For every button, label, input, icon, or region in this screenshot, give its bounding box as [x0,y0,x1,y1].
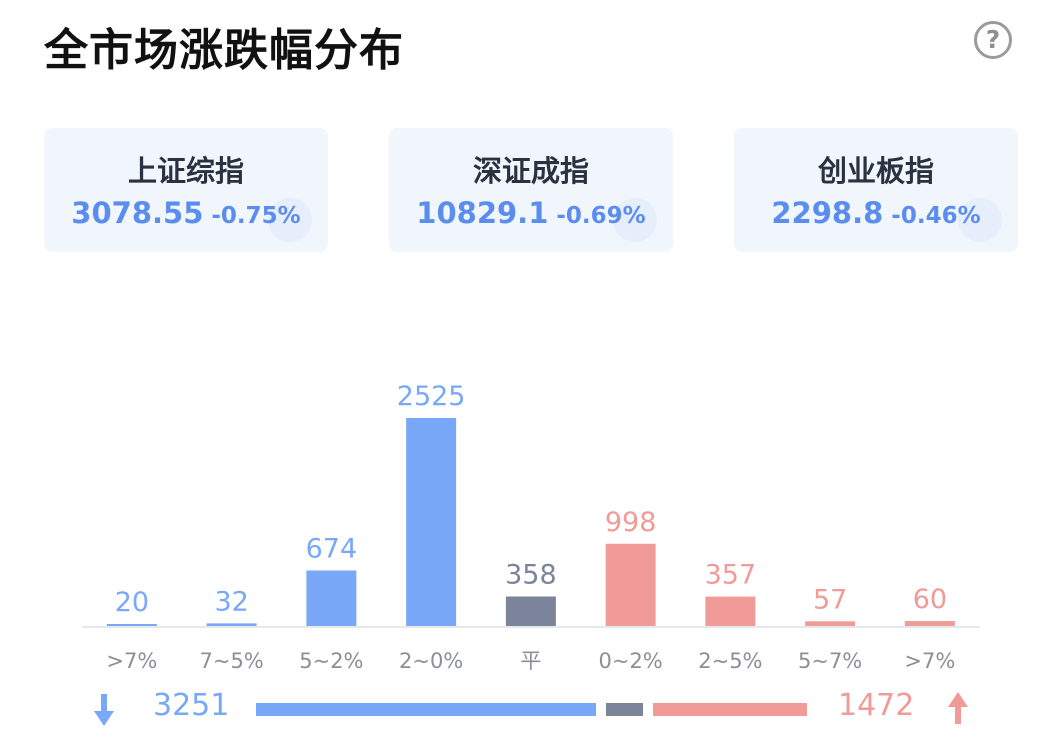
page-title: 全市场涨跌幅分布 [44,25,404,76]
index-change: -0.46% [891,203,981,229]
tick-label: 7~5% [199,649,263,673]
tick-label: >7% [904,649,955,673]
index-name: 深证成指 [472,154,589,188]
ratio-flat [605,703,644,716]
index-change: -0.75% [211,203,301,229]
tick-label: 5~7% [798,649,862,673]
data-label: 2525 [397,381,466,412]
index-card-sz[interactable]: 深证成指 10829.1 -0.69% [389,128,673,252]
data-label: 998 [605,507,657,538]
data-label: 358 [505,560,557,591]
bar [705,596,756,626]
data-label: 32 [214,586,248,617]
bar [406,418,457,626]
bar [605,543,656,626]
index-price: 10829.1 [416,196,549,230]
tick-label: 2~5% [698,649,762,673]
index-price: 2298.8 [771,196,884,230]
bar [106,624,157,626]
ratio-down [256,703,596,716]
tick-label: >7% [106,649,157,673]
tick-label: 5~2% [299,649,363,673]
data-label: 57 [813,584,847,615]
index-price: 3078.55 [71,196,204,230]
bar [306,570,357,626]
index-card-cyb[interactable]: 创业板指 2298.8 -0.46% [734,128,1018,252]
tick-label: 平 [520,649,541,673]
trend-decoration-icon [613,198,657,242]
question-circle-icon[interactable]: ? [974,21,1012,59]
ratio-up [653,703,807,716]
data-label: 60 [913,584,947,615]
down-total: 3251 [153,688,230,723]
trend-decoration-icon [958,198,1002,242]
bar [505,596,556,626]
index-name: 上证综指 [127,154,244,188]
index-name: 创业板指 [817,154,934,188]
trend-decoration-icon [268,198,312,242]
index-change: -0.69% [556,203,646,229]
data-label: 357 [705,560,757,591]
tick-label: 0~2% [598,649,662,673]
up-total: 1472 [838,688,915,723]
arrow-down-icon [94,694,114,726]
bar [904,621,955,626]
tick-label: 2~0% [399,649,463,673]
data-label: 20 [115,587,149,618]
index-card-sh[interactable]: 上证综指 3078.55 -0.75% [44,128,328,252]
bar [805,621,856,626]
bar [206,623,257,626]
arrow-up-icon [948,692,968,724]
data-label: 674 [306,533,358,564]
